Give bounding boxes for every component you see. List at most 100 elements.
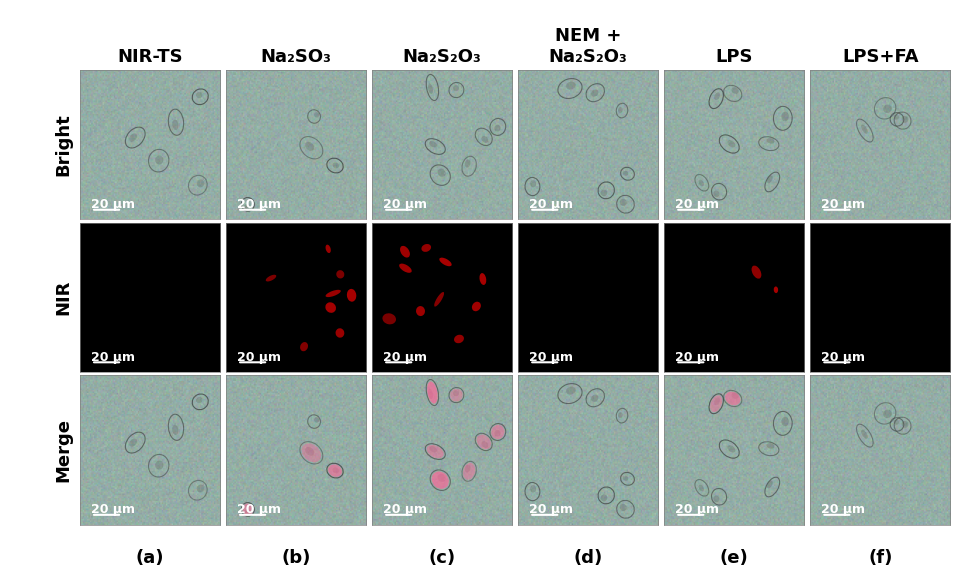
- Ellipse shape: [482, 136, 488, 143]
- Ellipse shape: [751, 265, 762, 279]
- Ellipse shape: [325, 302, 336, 313]
- Text: 20 μm: 20 μm: [821, 503, 866, 516]
- Text: 20 μm: 20 μm: [91, 198, 135, 211]
- Text: 20 μm: 20 μm: [91, 351, 135, 364]
- Ellipse shape: [243, 503, 253, 515]
- Ellipse shape: [332, 162, 339, 168]
- Text: 20 μm: 20 μm: [91, 503, 135, 516]
- Ellipse shape: [698, 484, 704, 491]
- Text: Na₂S₂O₃: Na₂S₂O₃: [403, 48, 482, 66]
- Ellipse shape: [465, 464, 471, 472]
- Ellipse shape: [438, 474, 446, 482]
- Ellipse shape: [767, 138, 774, 144]
- Ellipse shape: [620, 199, 627, 206]
- Ellipse shape: [901, 421, 908, 428]
- Text: (c): (c): [429, 549, 455, 567]
- Text: 20 μm: 20 μm: [237, 351, 281, 364]
- Text: Na₂SO₃: Na₂SO₃: [261, 48, 331, 66]
- Ellipse shape: [714, 190, 719, 197]
- Text: 20 μm: 20 μm: [821, 198, 866, 211]
- Ellipse shape: [715, 92, 720, 100]
- Ellipse shape: [883, 410, 892, 418]
- Ellipse shape: [465, 160, 471, 168]
- Ellipse shape: [715, 398, 720, 406]
- Ellipse shape: [429, 141, 437, 148]
- Ellipse shape: [300, 342, 308, 351]
- Ellipse shape: [714, 495, 719, 502]
- Ellipse shape: [416, 306, 425, 316]
- Text: Merge: Merge: [54, 418, 72, 482]
- Ellipse shape: [781, 112, 789, 121]
- Text: 20 μm: 20 μm: [383, 351, 428, 364]
- Ellipse shape: [620, 504, 627, 511]
- Ellipse shape: [623, 476, 628, 481]
- Ellipse shape: [710, 395, 722, 412]
- Ellipse shape: [431, 471, 449, 489]
- Ellipse shape: [245, 204, 249, 209]
- Text: 20 μm: 20 μm: [383, 198, 428, 211]
- Ellipse shape: [305, 142, 314, 151]
- Ellipse shape: [601, 495, 608, 501]
- Ellipse shape: [767, 176, 772, 184]
- Text: 20 μm: 20 μm: [675, 198, 719, 211]
- Text: 20 μm: 20 μm: [821, 351, 866, 364]
- Ellipse shape: [727, 445, 736, 452]
- Ellipse shape: [305, 447, 314, 456]
- Ellipse shape: [266, 275, 276, 281]
- Text: (e): (e): [720, 549, 748, 567]
- Ellipse shape: [698, 180, 704, 186]
- Ellipse shape: [155, 460, 164, 470]
- Text: Bright: Bright: [54, 113, 72, 176]
- Ellipse shape: [491, 425, 505, 439]
- Ellipse shape: [301, 443, 321, 462]
- Ellipse shape: [767, 443, 774, 448]
- Ellipse shape: [172, 424, 178, 435]
- Text: 20 μm: 20 μm: [237, 503, 281, 516]
- Text: 20 μm: 20 μm: [530, 198, 573, 211]
- Ellipse shape: [428, 388, 433, 399]
- Ellipse shape: [767, 480, 772, 488]
- Ellipse shape: [781, 417, 789, 426]
- Ellipse shape: [566, 82, 576, 90]
- Ellipse shape: [427, 445, 444, 458]
- Ellipse shape: [429, 446, 437, 452]
- Ellipse shape: [155, 156, 164, 165]
- Ellipse shape: [623, 170, 628, 176]
- Text: LPS+FA: LPS+FA: [842, 48, 919, 66]
- Ellipse shape: [618, 412, 623, 418]
- Ellipse shape: [566, 387, 576, 395]
- Ellipse shape: [400, 246, 410, 257]
- Ellipse shape: [325, 245, 331, 253]
- Ellipse shape: [336, 270, 345, 279]
- Ellipse shape: [428, 84, 433, 94]
- Text: (a): (a): [136, 549, 165, 567]
- Ellipse shape: [480, 273, 486, 285]
- Ellipse shape: [601, 189, 608, 196]
- Text: NEM +
Na₂S₂O₃: NEM + Na₂S₂O₃: [549, 27, 628, 66]
- Ellipse shape: [773, 287, 778, 293]
- Ellipse shape: [482, 441, 488, 448]
- Ellipse shape: [196, 484, 204, 492]
- Text: (d): (d): [574, 549, 603, 567]
- Ellipse shape: [477, 435, 491, 449]
- Ellipse shape: [727, 140, 736, 148]
- Text: LPS: LPS: [716, 48, 753, 66]
- Text: NIR: NIR: [54, 280, 72, 315]
- Text: (f): (f): [869, 549, 893, 567]
- Text: (b): (b): [281, 549, 311, 567]
- Ellipse shape: [531, 485, 536, 492]
- Ellipse shape: [196, 397, 202, 403]
- Ellipse shape: [725, 392, 741, 406]
- Ellipse shape: [894, 114, 899, 120]
- Ellipse shape: [328, 464, 342, 477]
- Ellipse shape: [347, 289, 356, 301]
- Ellipse shape: [245, 509, 249, 515]
- Text: 20 μm: 20 μm: [237, 198, 281, 211]
- Ellipse shape: [422, 244, 431, 252]
- Ellipse shape: [325, 290, 341, 297]
- Ellipse shape: [453, 85, 459, 91]
- Ellipse shape: [335, 328, 345, 337]
- Text: 20 μm: 20 μm: [530, 503, 573, 516]
- Ellipse shape: [494, 430, 501, 436]
- Ellipse shape: [901, 116, 908, 123]
